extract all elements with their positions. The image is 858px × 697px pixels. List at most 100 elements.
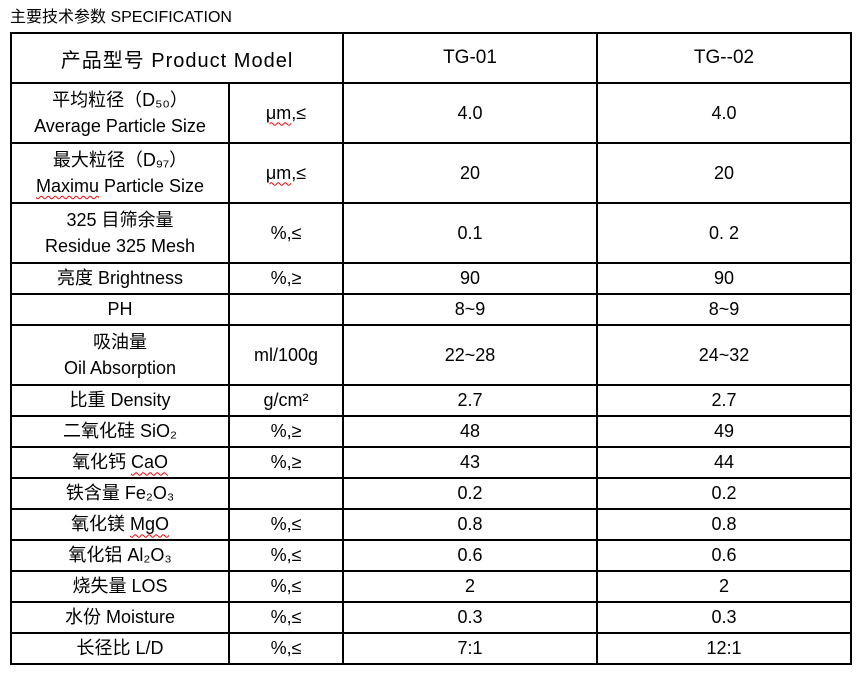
tg02-value-cell: 4.0: [596, 82, 853, 144]
tg02-value-cell: 0. 2: [596, 202, 853, 264]
table-row: 比重 Density g/cm² 2.7 2.7: [10, 384, 853, 417]
tg01-value-cell: 0.8: [342, 508, 599, 541]
product-model-header: 产品型号 Product Model: [9, 32, 345, 84]
table-row: 二氧化硅 SiO₂ %,≥ 48 49: [10, 415, 853, 448]
table-row: PH 8~9 8~9: [10, 293, 853, 326]
table-row: 325 目筛余量 Residue 325 Mesh %,≤ 0.1 0. 2: [10, 202, 853, 264]
misspelled-text: μm: [265, 162, 292, 183]
tg01-value-cell: 4.0: [342, 82, 599, 144]
unit-cell: %,≥: [227, 262, 345, 295]
tg02-value-cell: 0.3: [596, 601, 853, 634]
table-row: 平均粒径（D₅₀） Average Particle Size μm,≤ 4.0 4.0: [10, 82, 853, 144]
table-row: 氧化铝 Al₂O₃ %,≤ 0.6 0.6: [10, 539, 853, 572]
param-label-cell: 铁含量 Fe₂O₃: [10, 477, 230, 510]
param-name-line1: 二氧化硅 SiO₂: [63, 421, 177, 442]
param-label-cell: 吸油量 Oil Absorption: [10, 324, 230, 386]
param-label-cell: 水份 Moisture: [10, 601, 230, 634]
tg02-value-cell: 0.8: [596, 508, 853, 541]
param-name-line1: 吸油量: [93, 331, 147, 352]
param-name-line1: 水份 Moisture: [64, 607, 176, 628]
tg02-value-cell: 12:1: [596, 632, 853, 665]
param-name-line2: Average Particle Size: [34, 116, 206, 136]
unit-cell: %,≤: [227, 202, 345, 264]
unit-cell: %,≤: [227, 570, 345, 603]
tg02-value-cell: 24~32: [596, 324, 853, 386]
tg02-value-cell: 0.6: [596, 539, 853, 572]
table-row: 氧化镁 MgO %,≤ 0.8 0.8: [10, 508, 853, 541]
tg01-value-cell: 0.6: [342, 539, 599, 572]
misspelled-text: μm: [265, 102, 292, 123]
unit-cell: %,≤: [227, 508, 345, 541]
param-label-cell: 氧化钙 CaO: [10, 446, 230, 479]
param-name-line1: 亮度 Brightness: [56, 268, 184, 289]
unit-cell: [227, 293, 345, 326]
spec-table-body: 平均粒径（D₅₀） Average Particle Size μm,≤ 4.0 4.0…: [10, 82, 853, 665]
param-name-line1: 比重 Density: [69, 390, 171, 411]
unit-cell: g/cm²: [227, 384, 345, 417]
table-row: 长径比 L/D %,≤ 7:1 12:1: [10, 632, 853, 665]
misspelled-text: CaO: [131, 452, 169, 473]
tg02-column-header: TG--02: [596, 32, 853, 84]
spec-table: 产品型号 Product Model TG-01 TG--02 平均粒径（D₅₀…: [9, 32, 853, 665]
tg01-value-cell: 0.3: [342, 601, 599, 634]
tg01-value-cell: 8~9: [342, 293, 599, 326]
param-label-cell: 二氧化硅 SiO₂: [10, 415, 230, 448]
param-label-cell: 比重 Density: [10, 384, 230, 417]
param-name-line1: 平均粒径（D₅₀）: [52, 89, 188, 110]
param-label-cell: 烧失量 LOS: [10, 570, 230, 603]
param-name-line1: PH: [107, 299, 133, 320]
param-name-line1: 氧化镁 MgO: [70, 514, 170, 535]
param-name-line2: Oil Absorption: [63, 358, 177, 378]
tg01-value-cell: 90: [342, 262, 599, 295]
table-row: 铁含量 Fe₂O₃ 0.2 0.2: [10, 477, 853, 510]
table-row: 亮度 Brightness %,≥ 90 90: [10, 262, 853, 295]
tg01-value-cell: 2.7: [342, 384, 599, 417]
tg01-value-cell: 0.2: [342, 477, 599, 510]
unit-cell: %,≤: [227, 632, 345, 665]
param-name-line1: 氧化铝 Al₂O₃: [68, 545, 172, 566]
param-name-line1: 氧化钙 CaO: [71, 452, 169, 473]
tg01-value-cell: 43: [342, 446, 599, 479]
tg02-value-cell: 8~9: [596, 293, 853, 326]
param-name-line2: Residue 325 Mesh: [44, 236, 196, 256]
unit-cell: %,≤: [227, 539, 345, 572]
unit-cell: %,≥: [227, 415, 345, 448]
param-name-line1: 长径比 L/D: [76, 638, 164, 659]
param-name-line1: 最大粒径（D₉₇）: [52, 149, 188, 170]
param-label-cell: 亮度 Brightness: [10, 262, 230, 295]
param-name-line1: 烧失量 LOS: [72, 576, 168, 597]
param-name-line1: 325 目筛余量: [66, 209, 174, 230]
tg01-value-cell: 0.1: [342, 202, 599, 264]
param-name-line2: Maximu Particle Size: [35, 176, 205, 196]
tg01-value-cell: 7:1: [342, 632, 599, 665]
table-row: 水份 Moisture %,≤ 0.3 0.3: [10, 601, 853, 634]
param-label-cell: 氧化铝 Al₂O₃: [10, 539, 230, 572]
param-label-cell: PH: [10, 293, 230, 326]
misspelled-text: MgO: [130, 514, 170, 535]
table-row: 烧失量 LOS %,≤ 2 2: [10, 570, 853, 603]
param-label-cell: 325 目筛余量 Residue 325 Mesh: [10, 202, 230, 264]
param-label-cell: 氧化镁 MgO: [10, 508, 230, 541]
misspelled-text: Maximu: [35, 176, 99, 196]
param-name-line1: 铁含量 Fe₂O₃: [65, 483, 175, 504]
table-row: 最大粒径（D₉₇） Maximu Particle Size μm,≤ 20 20: [10, 142, 853, 204]
unit-cell: %,≥: [227, 446, 345, 479]
tg02-value-cell: 20: [596, 142, 853, 204]
tg02-value-cell: 49: [596, 415, 853, 448]
unit-cell: ml/100g: [227, 324, 345, 386]
tg02-value-cell: 2: [596, 570, 853, 603]
param-label-cell: 平均粒径（D₅₀） Average Particle Size: [10, 82, 230, 144]
unit-cell: %,≤: [227, 601, 345, 634]
unit-cell: μm,≤: [227, 142, 345, 204]
unit-cell: μm,≤: [227, 82, 345, 144]
table-row: 氧化钙 CaO %,≥ 43 44: [10, 446, 853, 479]
tg02-value-cell: 44: [596, 446, 853, 479]
table-row: 吸油量 Oil Absorption ml/100g 22~28 24~32: [10, 324, 853, 386]
tg02-value-cell: 2.7: [596, 384, 853, 417]
tg01-column-header: TG-01: [342, 32, 599, 84]
header-row: 产品型号 Product Model TG-01 TG--02: [9, 32, 853, 84]
tg02-value-cell: 90: [596, 262, 853, 295]
tg02-value-cell: 0.2: [596, 477, 853, 510]
param-label-cell: 最大粒径（D₉₇） Maximu Particle Size: [10, 142, 230, 204]
